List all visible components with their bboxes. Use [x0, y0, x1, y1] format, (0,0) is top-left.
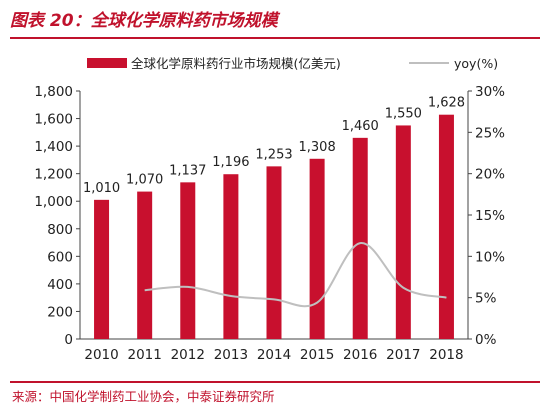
figure-title: 图表 20：全球化学原料药市场规模 [10, 11, 278, 31]
x-tick-label: 2010 [84, 347, 118, 363]
left-tick-label: 1,400 [34, 139, 73, 155]
left-tick-label: 200 [47, 304, 73, 320]
left-tick-label: 1,000 [34, 194, 73, 210]
x-tick-label: 2017 [386, 347, 420, 363]
bar-value-label: 1,137 [169, 163, 206, 178]
legend-line-label: yoy(%) [454, 56, 498, 71]
left-tick-label: 0 [64, 332, 73, 348]
bar [309, 158, 325, 339]
source-note: 来源：中国化学制药工业协会，中泰证券研究所 [12, 389, 275, 404]
bar [180, 182, 196, 339]
x-tick-label: 2014 [257, 347, 291, 363]
yoy-line-series [144, 242, 447, 308]
chart-legend: 全球化学原料药行业市场规模(亿美元) yoy(%) [87, 56, 498, 71]
right-tick-label: 15% [475, 208, 505, 224]
bar-value-label: 1,196 [212, 155, 249, 170]
x-tick-label: 2016 [343, 347, 377, 363]
figure-title-row: 图表 20：全球化学原料药市场规模 [10, 8, 540, 34]
right-axis-ticks: 0% 5% 10% 15% 20% 25% 30% [468, 84, 505, 348]
bar-value-label: 1,010 [83, 181, 120, 196]
right-tick-label: 0% [475, 332, 497, 348]
bar-value-label: 1,628 [428, 96, 465, 111]
footer-divider [10, 381, 540, 383]
x-tick-label: 2013 [214, 347, 248, 363]
right-tick-label: 20% [475, 167, 505, 183]
right-tick-label: 30% [475, 84, 505, 100]
right-tick-label: 25% [475, 125, 505, 141]
bar [94, 199, 110, 339]
left-tick-label: 600 [47, 249, 73, 265]
bar-value-label: 1,253 [255, 147, 292, 162]
bar-value-label: 1,550 [385, 106, 422, 121]
bar [266, 166, 282, 339]
bar-value-label: 1,070 [126, 173, 163, 188]
x-tick-label: 2012 [171, 347, 205, 363]
bar [352, 137, 368, 339]
right-tick-label: 5% [475, 291, 497, 307]
bar-series [94, 114, 454, 339]
bar-data-labels: 1,010 1,070 1,137 1,196 1,253 1,308 1,460 1,550… [83, 96, 465, 196]
left-tick-label: 1,800 [34, 84, 73, 100]
yoy-line [144, 242, 447, 308]
bar-value-label: 1,460 [342, 119, 379, 134]
right-tick-label: 10% [475, 249, 505, 265]
bar [395, 125, 411, 339]
legend-bar-label: 全球化学原料药行业市场规模(亿美元) [131, 56, 341, 71]
bar [223, 174, 239, 339]
left-tick-label: 1,600 [34, 112, 73, 128]
bar [137, 191, 153, 339]
bar-value-label: 1,308 [299, 140, 336, 155]
x-tick-label: 2018 [429, 347, 463, 363]
x-axis-ticks: 2010 2011 2012 2013 2014 2015 2016 2017 2018 [84, 347, 463, 363]
left-tick-label: 1,200 [34, 167, 73, 183]
left-tick-label: 400 [47, 277, 73, 293]
bar [438, 114, 454, 339]
legend-bar-swatch [87, 58, 127, 68]
market-size-chart: 全球化学原料药行业市场规模(亿美元) yoy(%) 1,010 1,070 1,13… [34, 56, 505, 363]
title-divider [10, 37, 540, 39]
x-tick-label: 2011 [127, 347, 161, 363]
left-axis-ticks: 0 200 400 600 800 1,000 1,200 1,400 1,600 1,800 [34, 84, 80, 348]
left-tick-label: 800 [47, 222, 73, 238]
x-tick-label: 2015 [300, 347, 334, 363]
